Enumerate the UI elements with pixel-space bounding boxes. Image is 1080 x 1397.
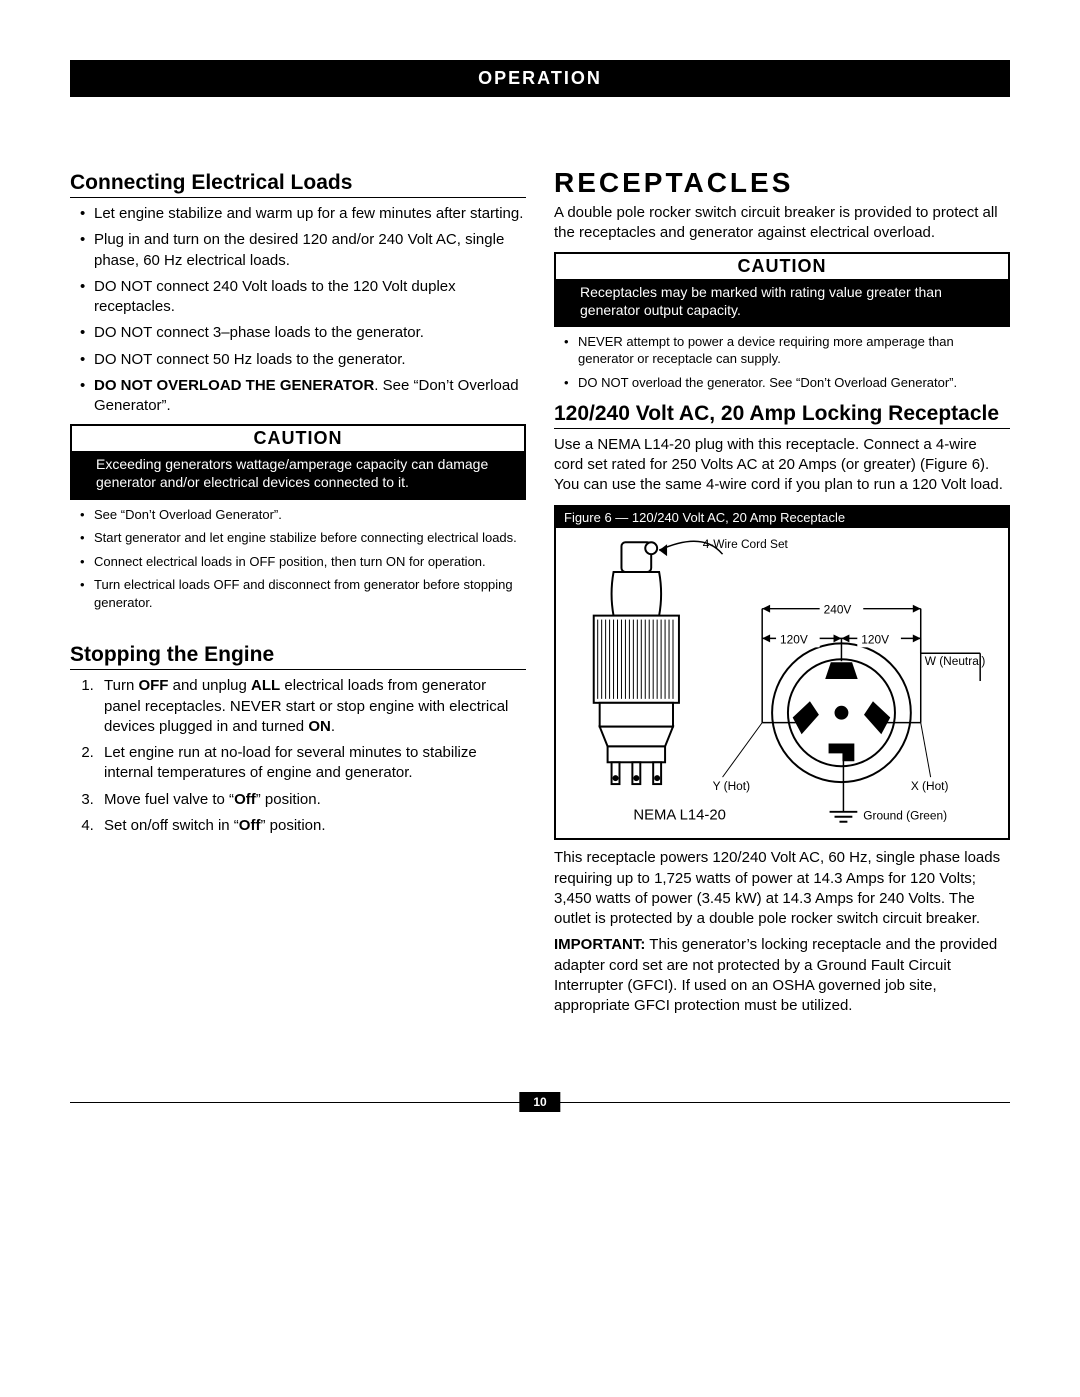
text-bold: OFF xyxy=(138,677,168,694)
list-item: NEVER attempt to power a device requirin… xyxy=(568,333,1010,368)
text: Set on/off switch in “ xyxy=(104,817,239,834)
receptacles-list: NEVER attempt to power a device requirin… xyxy=(554,333,1010,392)
list-item: Let engine stabilize and warm up for a f… xyxy=(84,204,526,224)
heading-receptacles: RECEPTACLES xyxy=(554,167,1010,199)
list-item: Set on/off switch in “Off” position. xyxy=(98,816,526,836)
list-item: Connect electrical loads in OFF position… xyxy=(84,553,526,571)
receptacle-diagram: 4-Wire Cord Set 240V 120V xyxy=(564,534,1000,832)
label-120v-b: 120V xyxy=(861,633,889,647)
list-item: DO NOT connect 240 Volt loads to the 120… xyxy=(84,277,526,318)
text-bold: ALL xyxy=(251,677,280,694)
caution-text: Receptacles may be marked with rating va… xyxy=(560,283,996,319)
label-w-neutral: W (Neutral) xyxy=(925,654,986,668)
text: . xyxy=(331,718,335,735)
section-header: OPERATION xyxy=(70,60,1010,97)
list-item: DO NOT overload the generator. See “Don’… xyxy=(568,374,1010,392)
heading-connecting: Connecting Electrical Loads xyxy=(70,171,526,198)
receptacles-intro: A double pole rocker switch circuit brea… xyxy=(554,203,1010,244)
text: ” position. xyxy=(260,817,325,834)
heading-120240: 120/240 Volt AC, 20 Amp Locking Receptac… xyxy=(554,402,1010,429)
label-120v-a: 120V xyxy=(780,633,808,647)
text-bold: Off xyxy=(234,791,256,808)
page-number: 10 xyxy=(519,1092,560,1112)
p-120240: Use a NEMA L14-20 plug with this recepta… xyxy=(554,435,1010,496)
text: ” position. xyxy=(256,791,321,808)
text: and unplug xyxy=(168,677,251,694)
list-item: DO NOT connect 50 Hz loads to the genera… xyxy=(84,350,526,370)
caution-body: Receptacles may be marked with rating va… xyxy=(556,279,1008,325)
overload-bold: DO NOT OVERLOAD THE GENERATOR xyxy=(94,377,374,394)
after-caution-list: See “Don’t Overload Generator”. Start ge… xyxy=(70,506,526,612)
text-bold: Off xyxy=(239,817,261,834)
p-after-figure: This receptacle powers 120/240 Volt AC, … xyxy=(554,848,1010,929)
text: Turn xyxy=(104,677,138,694)
list-item: DO NOT connect 3–phase loads to the gene… xyxy=(84,323,526,343)
caution-title: CAUTION xyxy=(556,254,1008,279)
label-240v: 240V xyxy=(824,603,852,617)
list-item: Move fuel valve to “Off” position. xyxy=(98,790,526,810)
list-item: Start generator and let engine stabilize… xyxy=(84,529,526,547)
label-nema: NEMA L14-20 xyxy=(633,808,726,824)
figure-body: 4-Wire Cord Set 240V 120V xyxy=(556,528,1008,838)
list-item: Turn OFF and unplug ALL electrical loads… xyxy=(98,676,526,737)
p-important: IMPORTANT: This generator’s locking rece… xyxy=(554,935,1010,1016)
figure-title: Figure 6 — 120/240 Volt AC, 20 Amp Recep… xyxy=(556,507,1008,528)
caution-text: Exceeding generators wattage/amperage ca… xyxy=(76,455,512,491)
connecting-list: Let engine stabilize and warm up for a f… xyxy=(70,204,526,416)
caution-title: CAUTION xyxy=(72,426,524,451)
list-item: See “Don’t Overload Generator”. xyxy=(84,506,526,524)
caution-box-2: CAUTION Receptacles may be marked with r… xyxy=(554,252,1010,327)
figure-6: Figure 6 — 120/240 Volt AC, 20 Amp Recep… xyxy=(554,505,1010,840)
two-column-layout: Connecting Electrical Loads Let engine s… xyxy=(70,167,1010,1022)
list-item: Plug in and turn on the desired 120 and/… xyxy=(84,230,526,271)
stopping-list: Turn OFF and unplug ALL electrical loads… xyxy=(70,676,526,836)
list-item: Let engine run at no-load for several mi… xyxy=(98,743,526,784)
list-item-overload: DO NOT OVERLOAD THE GENERATOR. See “Don’… xyxy=(84,376,526,417)
label-ground: Ground (Green) xyxy=(863,809,947,823)
text: Move fuel valve to “ xyxy=(104,791,234,808)
label-cord: 4-Wire Cord Set xyxy=(703,538,789,552)
text-bold: ON xyxy=(308,718,331,735)
caution-box-1: CAUTION Exceeding generators wattage/amp… xyxy=(70,424,526,499)
right-column: RECEPTACLES A double pole rocker switch … xyxy=(554,167,1010,1022)
label-y-hot: Y (Hot) xyxy=(713,779,750,793)
important-label: IMPORTANT: xyxy=(554,936,645,953)
left-column: Connecting Electrical Loads Let engine s… xyxy=(70,167,526,1022)
page-footer: 10 xyxy=(70,1092,1010,1114)
label-x-hot: X (Hot) xyxy=(911,779,949,793)
list-item: Turn electrical loads OFF and disconnect… xyxy=(84,576,526,611)
heading-stopping: Stopping the Engine xyxy=(70,643,526,670)
caution-body: Exceeding generators wattage/amperage ca… xyxy=(72,451,524,497)
